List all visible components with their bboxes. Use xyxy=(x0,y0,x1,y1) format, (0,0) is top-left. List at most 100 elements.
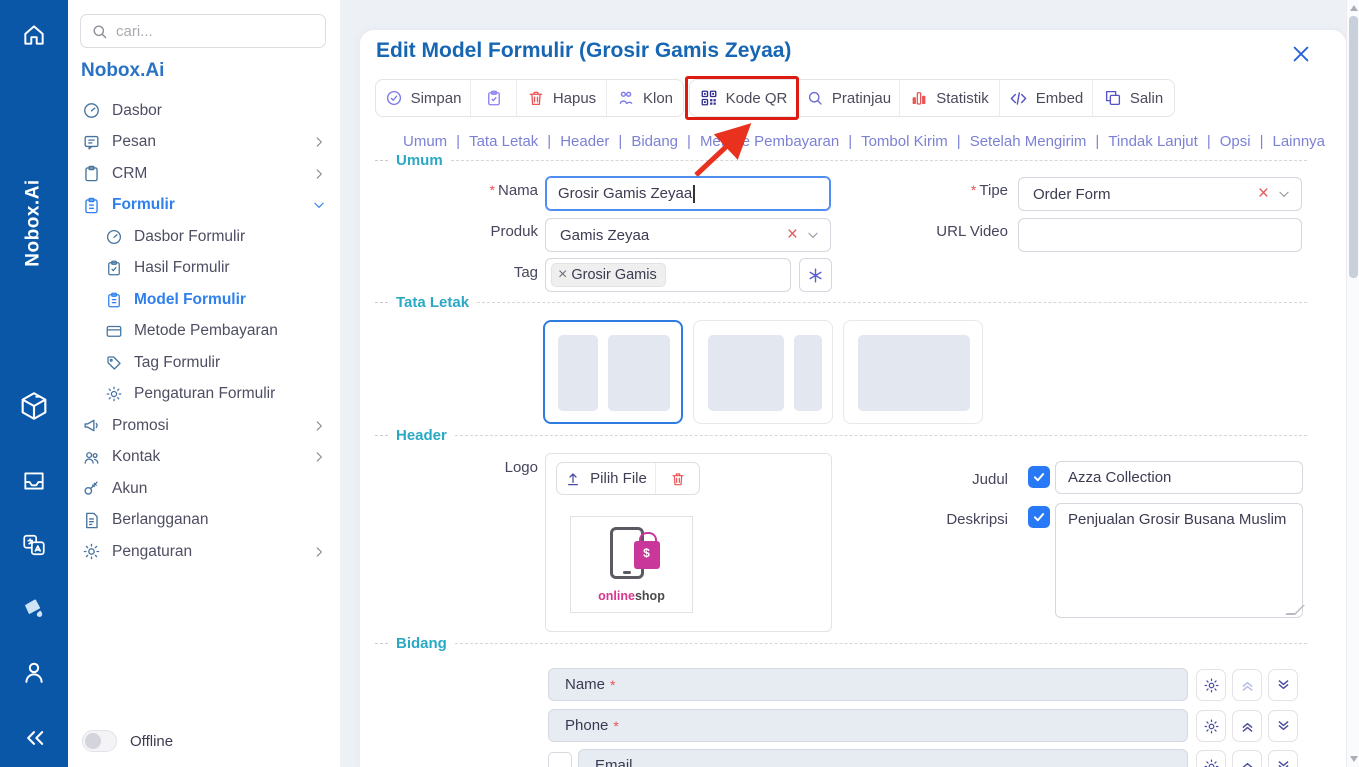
collapse-sidebar-icon[interactable] xyxy=(20,724,48,752)
sidebar-item-promosi[interactable]: Promosi xyxy=(68,410,340,442)
clone-users-icon xyxy=(617,89,635,107)
sidebar-search[interactable] xyxy=(80,14,326,48)
tipe-select[interactable]: Order Form × xyxy=(1018,177,1302,211)
search-input[interactable] xyxy=(116,22,315,40)
inbox-icon[interactable] xyxy=(21,468,47,494)
clear-icon[interactable]: × xyxy=(1257,183,1269,204)
pilih-file-button[interactable]: Pilih File xyxy=(557,463,655,494)
deskripsi-textarea[interactable]: Penjualan Grosir Busana Muslim xyxy=(1055,503,1303,618)
clipboard-list-icon xyxy=(82,196,101,215)
scrollbar-thumb[interactable] xyxy=(1349,16,1358,278)
add-tag-button[interactable] xyxy=(799,258,832,292)
url-video-input[interactable] xyxy=(1018,218,1302,252)
remove-tag-icon[interactable]: × xyxy=(558,266,568,283)
move-field-down-button[interactable] xyxy=(1268,750,1298,767)
sidebar-item-kontak[interactable]: Kontak xyxy=(68,442,340,474)
tab-tata-letak[interactable]: Tata Letak xyxy=(469,133,539,150)
sidebar-item-formulir[interactable]: Formulir xyxy=(68,190,340,222)
file-controls: Pilih File xyxy=(556,462,700,495)
trash-icon xyxy=(670,471,686,487)
paint-drop-icon[interactable] xyxy=(21,596,48,623)
gauge-icon xyxy=(105,228,123,246)
embed-button[interactable]: Embed xyxy=(999,80,1092,116)
offline-toggle[interactable] xyxy=(82,730,117,752)
judul-checkbox-checked[interactable] xyxy=(1028,466,1050,488)
home-icon[interactable] xyxy=(21,22,47,48)
chevron-right-icon xyxy=(312,135,326,149)
tab-tombol-kirim[interactable]: Tombol Kirim xyxy=(861,133,948,150)
field-settings-button[interactable] xyxy=(1196,750,1226,767)
klon-button[interactable]: Klon xyxy=(606,80,683,116)
hapus-button[interactable]: Hapus xyxy=(516,80,606,116)
pratinjau-button[interactable]: Pratinjau xyxy=(797,80,899,116)
sidebar-item-tag-formulir[interactable]: Tag Formulir xyxy=(68,347,340,379)
sidebar-item-dasbor[interactable]: Dasbor xyxy=(68,95,340,127)
tab-lainnya[interactable]: Lainnya xyxy=(1272,133,1326,150)
nama-input[interactable]: Grosir Gamis Zeyaa xyxy=(545,176,831,211)
move-field-up-button[interactable] xyxy=(1232,710,1262,742)
chevron-right-icon xyxy=(312,419,326,433)
tag-input[interactable]: × Grosir Gamis xyxy=(545,258,791,292)
field-settings-button[interactable] xyxy=(1196,710,1226,742)
simpan-button[interactable]: Simpan xyxy=(376,80,470,116)
statistik-button[interactable]: Statistik xyxy=(899,80,999,116)
tab-setelah-mengirim[interactable]: Setelah Mengirim xyxy=(969,133,1087,150)
translate-icon[interactable] xyxy=(21,532,47,558)
copy-icon xyxy=(1104,89,1122,107)
sidebar-item-hasil-formulir[interactable]: Hasil Formulir xyxy=(68,253,340,285)
close-icon[interactable] xyxy=(1290,43,1314,67)
layout-option-3[interactable] xyxy=(843,320,983,424)
field-row-phone[interactable]: Phone * xyxy=(548,709,1188,742)
sidebar-item-pengaturan-formulir[interactable]: Pengaturan Formulir xyxy=(68,379,340,411)
document-icon xyxy=(82,511,101,530)
salin-button[interactable]: Salin xyxy=(1092,80,1174,116)
layout-option-1-selected[interactable] xyxy=(543,320,683,424)
delete-logo-button[interactable] xyxy=(655,463,699,494)
tab-header[interactable]: Header xyxy=(560,133,610,150)
deskripsi-checkbox-checked[interactable] xyxy=(1028,506,1050,528)
field-settings-button[interactable] xyxy=(1196,669,1226,701)
judul-input[interactable] xyxy=(1055,461,1303,494)
logo-upload-box: Pilih File onlineshop xyxy=(545,453,832,632)
chevron-right-icon xyxy=(312,545,326,559)
nama-label: * Nama xyxy=(489,182,538,199)
scroll-up-arrow[interactable] xyxy=(1350,5,1358,11)
scroll-down-arrow[interactable] xyxy=(1350,756,1358,762)
kode-qr-button[interactable]: Kode QR xyxy=(690,80,797,116)
section-header: Header xyxy=(375,425,1307,445)
produk-select[interactable]: Gamis Zeyaa × xyxy=(545,218,831,252)
tab-opsi[interactable]: Opsi xyxy=(1219,133,1251,150)
move-field-down-button[interactable] xyxy=(1268,710,1298,742)
page-title: Edit Model Formulir (Grosir Gamis Zeyaa) xyxy=(376,39,792,62)
profile-icon[interactable] xyxy=(20,658,48,686)
logo-label: Logo xyxy=(504,459,538,476)
move-field-down-button[interactable] xyxy=(1268,669,1298,701)
move-field-up-button[interactable] xyxy=(1232,669,1262,701)
tab-tindak-lanjut[interactable]: Tindak Lanjut xyxy=(1108,133,1198,150)
sidebar-item-pengaturan[interactable]: Pengaturan xyxy=(68,536,340,568)
clear-icon[interactable]: × xyxy=(786,224,798,245)
tab-metode-pembayaran[interactable]: Metode Pembayaran xyxy=(699,133,840,150)
qr-code-icon xyxy=(700,89,718,107)
sidebar-item-pesan[interactable]: Pesan xyxy=(68,127,340,159)
sidebar-item-akun[interactable]: Akun xyxy=(68,473,340,505)
layout-option-2[interactable] xyxy=(693,320,833,424)
field-row-name[interactable]: Name * xyxy=(548,668,1188,701)
vertical-scrollbar[interactable] xyxy=(1346,0,1359,767)
sidebar-item-dasbor-formulir[interactable]: Dasbor Formulir xyxy=(68,221,340,253)
nobox-cube-logo-icon[interactable] xyxy=(17,388,51,424)
search-icon xyxy=(91,23,108,40)
sidebar-item-berlangganan[interactable]: Berlangganan xyxy=(68,505,340,537)
field-row-email[interactable]: Email xyxy=(578,749,1188,767)
sidebar-item-model-formulir[interactable]: Model Formulir xyxy=(68,284,340,316)
tab-bidang[interactable]: Bidang xyxy=(631,133,679,150)
sidebar-item-crm[interactable]: CRM xyxy=(68,158,340,190)
clipboard-check-button[interactable] xyxy=(470,80,516,116)
tab-umum[interactable]: Umum xyxy=(403,133,448,150)
deskripsi-label: Deskripsi xyxy=(946,511,1008,528)
section-tata-letak: Tata Letak xyxy=(375,292,1307,312)
email-enable-checkbox[interactable] xyxy=(548,752,572,767)
asterisk-icon xyxy=(806,266,825,285)
sidebar-item-metode-pembayaran[interactable]: Metode Pembayaran xyxy=(68,316,340,348)
move-field-up-button[interactable] xyxy=(1232,750,1262,767)
